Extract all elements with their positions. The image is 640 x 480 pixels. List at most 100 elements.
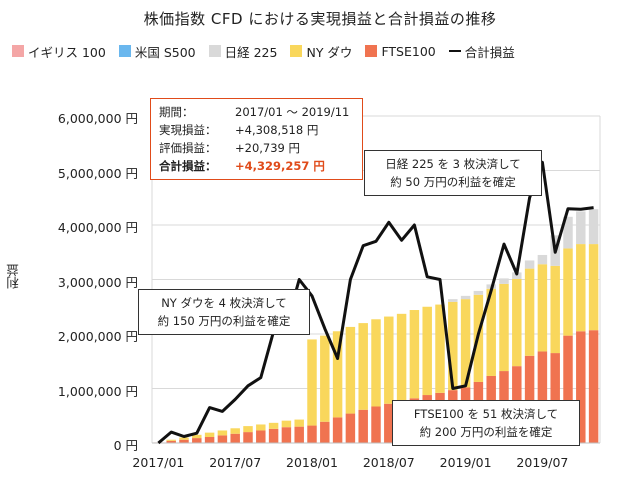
bar-FTSE100 xyxy=(204,437,215,443)
legend-item-ftse100: FTSE100 xyxy=(365,43,436,59)
bar-NY-ダウ xyxy=(384,316,394,404)
legend-label-total: 合計損益 xyxy=(464,44,515,60)
bar-NY-ダウ xyxy=(460,299,471,388)
bar-FTSE100 xyxy=(550,353,560,443)
bar-FTSE100 xyxy=(294,426,304,443)
annotation-nikkei: 日経 225 を 3 枚決済して 約 50 万円の利益を確定 xyxy=(364,150,542,196)
legend-label-uk100: イギリス 100 xyxy=(28,44,106,60)
bar-NY-ダウ xyxy=(371,319,381,407)
summary-total-value: +4,329,257 円 xyxy=(235,159,325,173)
y-tick-label: 4,000,000 円 xyxy=(57,220,138,235)
legend-swatch-nikkei225 xyxy=(208,45,221,57)
y-tick-label: 1,000,000 円 xyxy=(57,383,138,399)
annotation-ny-dow-line1: NY ダウを 4 枚決済して xyxy=(161,296,287,310)
bar-NY-ダウ xyxy=(588,244,599,331)
bar-FTSE100 xyxy=(243,432,253,443)
bar-FTSE100 xyxy=(576,331,586,443)
bar-NY-ダウ xyxy=(243,426,253,433)
annotation-nikkei-line2: 約 50 万円の利益を確定 xyxy=(390,175,516,189)
summary-period-value: 2017/01 ～ 2019/11 xyxy=(235,105,350,119)
bar-NY-ダウ xyxy=(563,248,573,336)
legend-item-nikkei225: 日経 225 xyxy=(208,42,277,61)
annotation-ny-dow-line2: 約 150 万円の利益を確定 xyxy=(157,314,291,328)
summary-unrealized-value: +20,739 円 xyxy=(235,141,301,155)
bar-FTSE100 xyxy=(179,439,189,443)
x-tick-label: 2019/01 xyxy=(439,455,492,470)
legend-item-uk100: イギリス 100 xyxy=(12,42,106,61)
bar-NY-ダウ xyxy=(358,323,368,410)
bar-FTSE100 xyxy=(192,438,202,443)
x-tick-label: 2017/07 xyxy=(209,455,262,470)
bar-FTSE100 xyxy=(524,355,535,443)
legend: イギリス 100 米国 S500 日経 225 NY ダウ FTSE100 合計… xyxy=(12,42,632,60)
bar-FTSE100 xyxy=(371,406,381,443)
bar-NY-ダウ xyxy=(204,432,215,438)
annotation-ftse100-line2: 約 200 万円の利益を確定 xyxy=(419,425,553,439)
x-tick-label: 2019/07 xyxy=(516,455,569,470)
bar-FTSE100 xyxy=(307,425,317,443)
annotation-nikkei-line1: 日経 225 を 3 枚決済して xyxy=(385,157,521,171)
y-tick-label: 3,000,000 円 xyxy=(57,274,138,290)
bar-NY-ダウ xyxy=(268,422,279,429)
summary-realized-label: 実現損益： xyxy=(159,123,217,137)
bar-日経-225 xyxy=(460,295,471,300)
bar-NY-ダウ xyxy=(550,265,560,354)
y-tick-label: 0 円 xyxy=(113,438,138,453)
bar-NY-ダウ xyxy=(499,283,509,372)
y-tick-label: 2,000,000 円 xyxy=(57,329,138,344)
bar-NY-ダウ xyxy=(524,268,535,356)
bar-FTSE100 xyxy=(166,440,176,443)
legend-label-ftse100: FTSE100 xyxy=(381,43,436,59)
summary-total-label: 合計損益： xyxy=(159,159,217,173)
bar-NY-ダウ xyxy=(307,339,317,426)
bar-日経-225 xyxy=(524,260,535,269)
bar-NY-ダウ xyxy=(217,430,228,436)
bar-FTSE100 xyxy=(358,409,368,443)
bar-NY-ダウ xyxy=(345,326,356,414)
legend-swatch-nydow xyxy=(290,45,303,57)
bar-NY-ダウ xyxy=(230,428,240,434)
summary-box: 期間： 2017/01 ～ 2019/11 実現損益： +4,308,518 円… xyxy=(150,98,363,180)
bar-FTSE100 xyxy=(320,421,330,443)
annotation-ny-dow: NY ダウを 4 枚決済して 約 150 万円の利益を確定 xyxy=(138,289,310,335)
bar-NY-ダウ xyxy=(320,335,330,422)
legend-swatch-us500 xyxy=(118,45,131,57)
bar-NY-ダウ xyxy=(256,424,266,431)
bar-NY-ダウ xyxy=(435,304,445,393)
bar-NY-ダウ xyxy=(448,301,458,391)
annotation-ftse100: FTSE100 を 51 枚決済して 約 200 万円の利益を確定 xyxy=(392,400,580,446)
bar-FTSE100 xyxy=(230,433,240,443)
bar-NY-ダウ xyxy=(294,419,304,427)
legend-swatch-ftse100 xyxy=(365,45,378,57)
bar-NY-ダウ xyxy=(179,437,189,440)
bar-NY-ダウ xyxy=(512,278,522,367)
x-tick-label: 2018/07 xyxy=(362,455,415,470)
bar-FTSE100 xyxy=(384,403,394,443)
summary-unrealized-label: 評価損益： xyxy=(159,141,217,155)
bar-日経-225 xyxy=(448,299,458,302)
bar-日経-225 xyxy=(473,290,484,295)
bar-NY-ダウ xyxy=(409,310,420,399)
summary-realized-value: +4,308,518 円 xyxy=(235,123,319,137)
bar-FTSE100 xyxy=(345,413,356,443)
bar-FTSE100 xyxy=(332,417,343,443)
bar-日経-225 xyxy=(563,216,573,249)
summary-period-label: 期間： xyxy=(159,105,194,119)
bar-NY-ダウ xyxy=(422,306,432,396)
bar-NY-ダウ xyxy=(192,434,202,439)
bar-NY-ダウ xyxy=(537,264,548,352)
bar-FTSE100 xyxy=(268,428,279,443)
bar-FTSE100 xyxy=(537,351,548,443)
y-tick-label: 5,000,000 円 xyxy=(57,165,138,181)
x-tick-label: 2017/01 xyxy=(132,455,185,470)
bar-NY-ダウ xyxy=(332,331,343,418)
bar-NY-ダウ xyxy=(576,244,586,332)
bar-FTSE100 xyxy=(217,435,228,443)
bar-NY-ダウ xyxy=(396,313,407,402)
bar-NY-ダウ xyxy=(486,288,496,376)
bar-FTSE100 xyxy=(563,335,573,443)
y-tick-label: 6,000,000 円 xyxy=(57,111,138,126)
bar-FTSE100 xyxy=(256,430,266,443)
legend-item-total: 合計損益 xyxy=(448,42,515,61)
chart-title: 株価指数 CFD における実現損益と合計損益の推移 xyxy=(143,10,497,28)
